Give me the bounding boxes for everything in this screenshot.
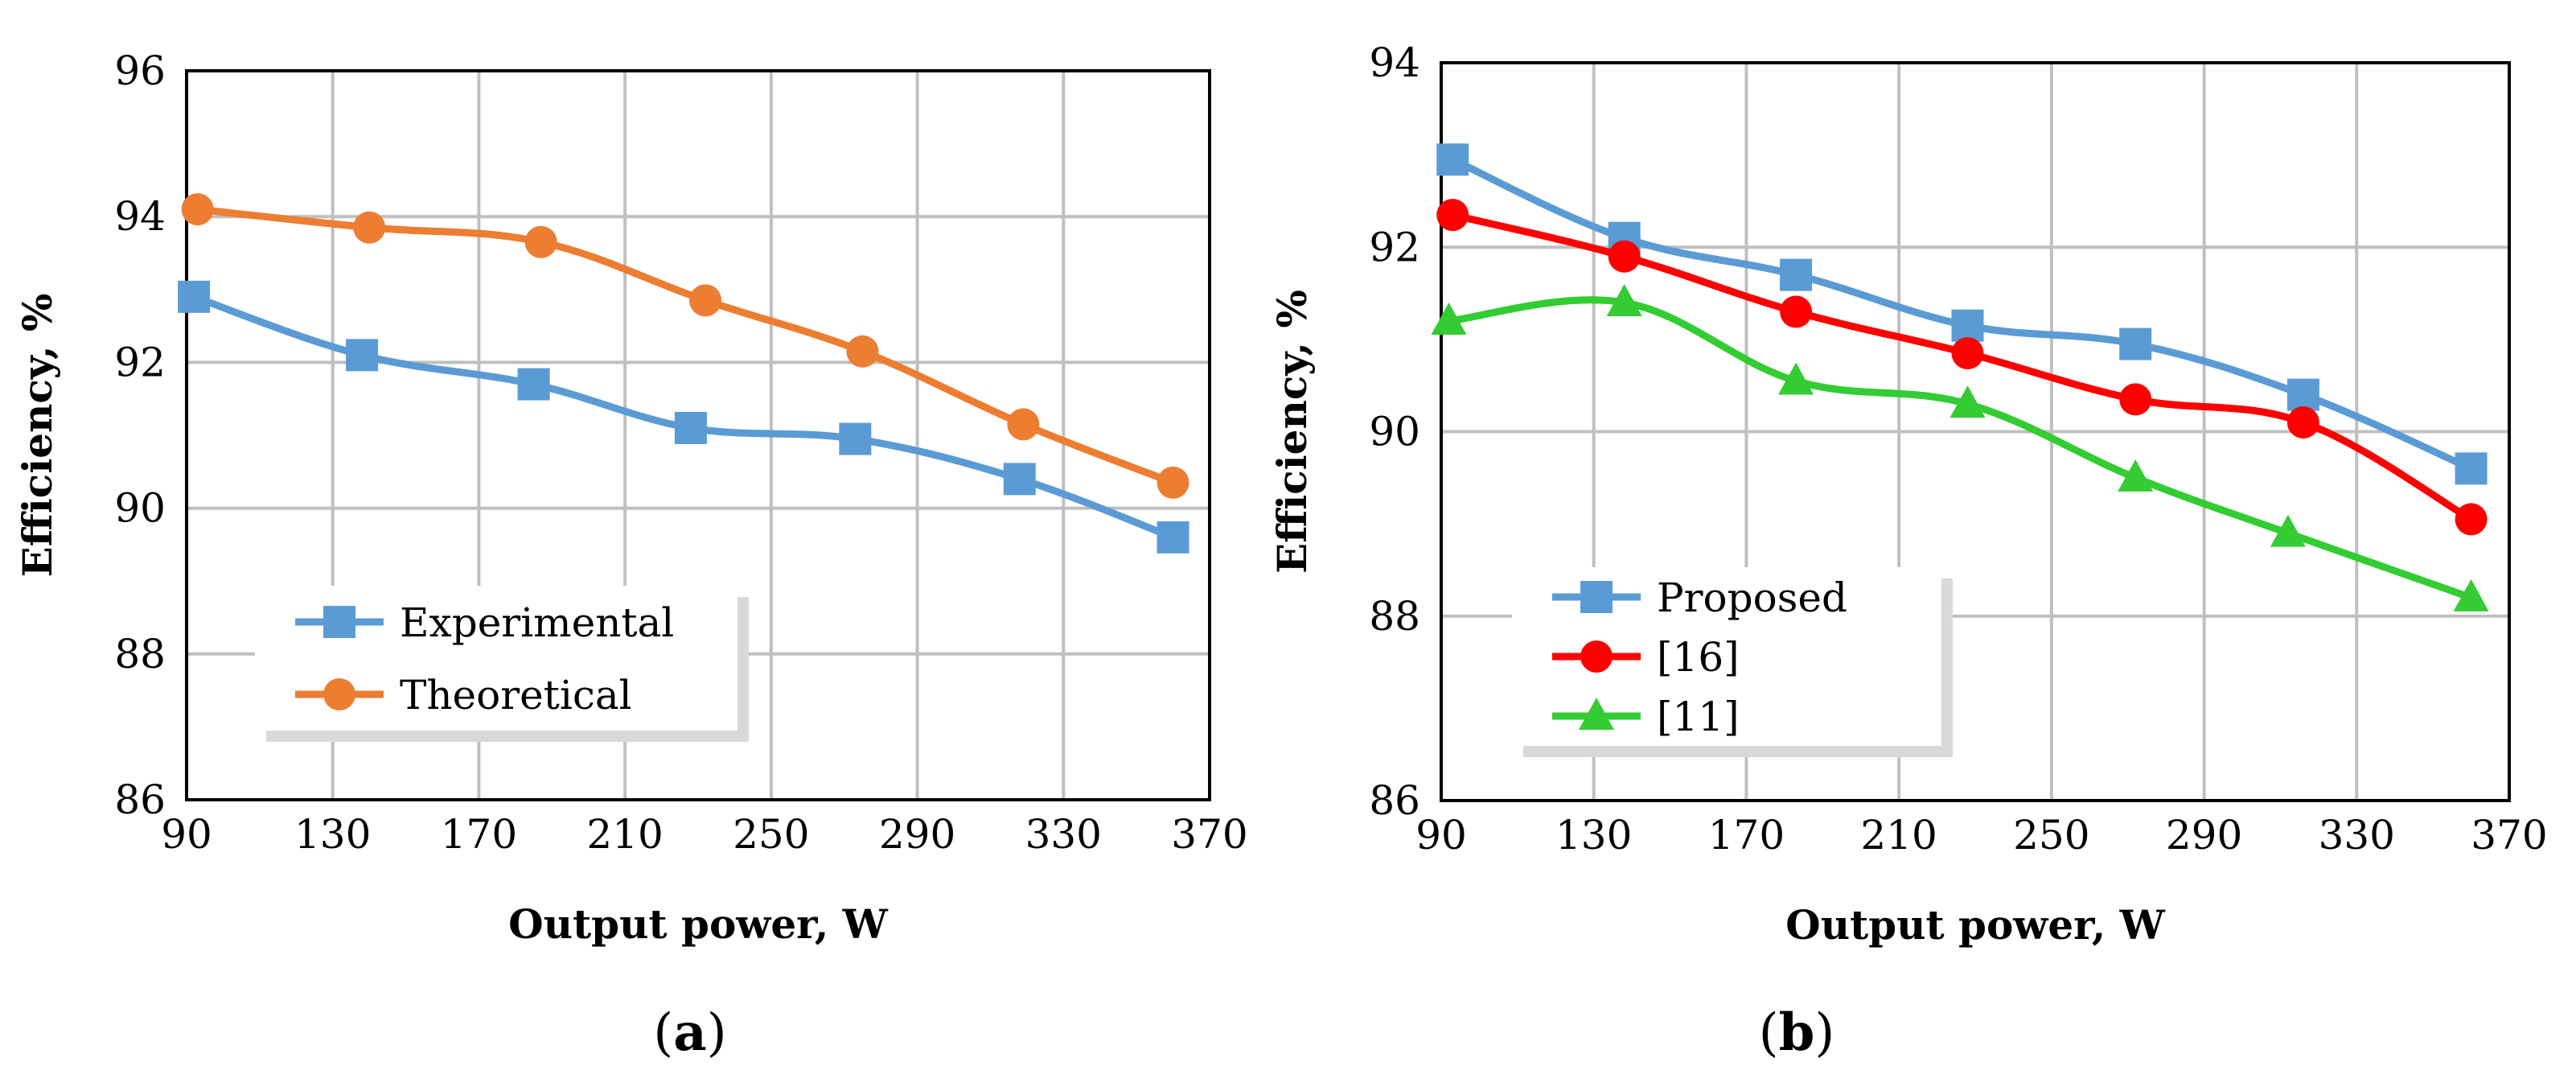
data-point-0-4 — [839, 422, 872, 455]
plot-frame — [1440, 61, 2511, 802]
series-1 — [181, 193, 1189, 499]
data-point-1-3 — [1951, 337, 1984, 370]
data-point-0-1 — [346, 339, 379, 372]
data-point-0-0 — [1436, 143, 1469, 176]
legend-entry-0: Proposed — [1657, 574, 1847, 621]
data-point-2-5 — [2270, 514, 2306, 547]
y-axis-title: Efficiency, % — [1268, 290, 1316, 574]
y-axis-title: Efficiency, % — [14, 294, 61, 578]
y-tick-label-3: 92 — [114, 339, 166, 385]
y-tick-label-2: 90 — [114, 485, 166, 532]
x-tick-label-3: 210 — [1860, 812, 1937, 858]
x-axis-title: Output power, W — [1785, 901, 2166, 949]
y-tick-label-4: 94 — [114, 193, 166, 240]
series-1 — [1436, 199, 2488, 536]
legend-marker-0 — [1580, 581, 1613, 613]
data-point-1-1 — [1608, 240, 1641, 273]
data-point-2-6 — [2453, 578, 2489, 611]
data-point-1-2 — [524, 225, 557, 258]
x-tick-label-2: 170 — [441, 811, 517, 858]
series-2 — [1431, 284, 2489, 611]
x-tick-label-6: 330 — [2319, 812, 2395, 858]
x-tick-label-2: 170 — [1708, 812, 1785, 858]
data-point-2-3 — [1949, 385, 1986, 418]
y-tick-label-1: 88 — [1369, 593, 1420, 640]
data-point-0-5 — [2286, 378, 2319, 411]
data-point-1-3 — [689, 284, 722, 317]
data-point-1-0 — [181, 193, 214, 226]
data-point-0-2 — [1780, 258, 1813, 291]
data-point-2-4 — [2118, 459, 2154, 492]
x-tick-label-7: 370 — [1171, 811, 1247, 858]
data-point-0-0 — [178, 280, 211, 313]
plot-frame — [185, 69, 1211, 801]
x-tick-label-6: 330 — [1025, 811, 1102, 858]
x-tick-label-0: 90 — [161, 811, 212, 858]
data-point-1-4 — [846, 335, 879, 368]
legend: Proposed [16] [11] — [1512, 567, 1953, 757]
data-point-0-4 — [2119, 327, 2152, 360]
legend-entry-0: Experimental — [400, 599, 674, 646]
data-point-0-5 — [1003, 463, 1036, 496]
x-tick-label-1: 130 — [294, 811, 371, 858]
series-0 — [1436, 143, 2488, 485]
legend-marker-0 — [323, 606, 355, 638]
chart-b: 90 130 170 210 250 290 330 370 86 88 90 92 94 Output … — [1268, 39, 2548, 1063]
data-point-0-3 — [674, 411, 707, 444]
data-point-1-6 — [2455, 503, 2488, 536]
data-point-1-5 — [1007, 408, 1040, 441]
y-tick-label-4: 94 — [1369, 39, 1420, 86]
data-point-1-4 — [2119, 383, 2152, 416]
data-point-1-6 — [1157, 466, 1189, 499]
data-point-1-1 — [353, 211, 386, 244]
legend-entry-1: [16] — [1657, 634, 1740, 681]
panel-label: (a) — [653, 1003, 726, 1063]
legend-marker-2 — [1579, 698, 1614, 730]
data-point-2-1 — [1606, 284, 1642, 317]
legend: Experimental Theoretical — [255, 586, 749, 742]
x-tick-label-0: 90 — [1415, 812, 1467, 858]
data-point-0-3 — [1951, 309, 1984, 342]
series-0 — [178, 280, 1189, 554]
data-point-0-6 — [2455, 452, 2488, 485]
data-point-1-5 — [2286, 406, 2319, 439]
legend-marker-1 — [1580, 640, 1613, 673]
y-tick-label-0: 86 — [114, 776, 166, 823]
chart-a: 90 130 170 210 250 290 330 370 86 88 90 92 94 96 Outpu… — [14, 47, 1248, 1063]
x-axis-title: Output power, W — [508, 900, 889, 948]
x-tick-label-5: 290 — [2166, 812, 2242, 858]
data-point-1-2 — [1780, 295, 1813, 328]
legend-marker-1 — [323, 678, 355, 710]
y-tick-label-1: 88 — [114, 631, 166, 677]
y-tick-label-0: 86 — [1369, 777, 1420, 824]
data-point-1-0 — [1436, 199, 1469, 232]
panel-label: (b) — [1759, 1003, 1835, 1063]
legend-entry-1: Theoretical — [400, 672, 632, 718]
data-point-2-2 — [1778, 362, 1814, 395]
data-point-0-6 — [1157, 521, 1189, 554]
x-tick-label-4: 250 — [2013, 812, 2089, 858]
x-tick-label-4: 250 — [733, 811, 809, 858]
x-tick-label-5: 290 — [879, 811, 955, 858]
x-tick-label-3: 210 — [586, 811, 663, 858]
data-point-2-0 — [1431, 302, 1467, 335]
x-tick-label-1: 130 — [1555, 812, 1632, 858]
legend-entry-2: [11] — [1657, 694, 1740, 740]
y-tick-label-2: 90 — [1369, 409, 1420, 455]
data-point-0-2 — [517, 368, 550, 401]
y-tick-label-3: 92 — [1369, 224, 1420, 270]
x-tick-label-7: 370 — [2471, 812, 2547, 858]
y-tick-label-5: 96 — [114, 47, 166, 94]
